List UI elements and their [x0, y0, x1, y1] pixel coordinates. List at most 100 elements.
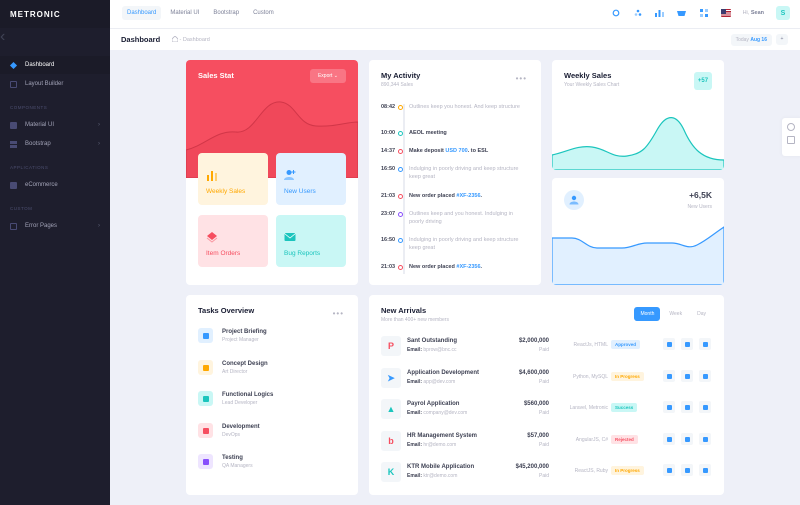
brand-text: METRONIC — [10, 9, 61, 19]
add-user-icon — [284, 170, 296, 180]
header-menu-bootstrap[interactable]: Bootstrap — [213, 10, 240, 16]
task-item[interactable]: Testing QA Managers — [198, 454, 253, 469]
quick-actions-button[interactable]: + — [776, 34, 788, 45]
header-menu-custom[interactable]: Custom — [253, 10, 274, 16]
view-button[interactable] — [663, 338, 675, 350]
sidebar-section-title: COMPONENTS — [10, 105, 48, 110]
language-flag-icon[interactable] — [720, 9, 731, 17]
edit-button[interactable] — [681, 401, 693, 413]
company-logo-icon: b — [381, 431, 401, 451]
activity-card: My Activity 890,344 Sales ••• 08:42 Outli… — [369, 60, 541, 285]
sidebar-item-dashboard[interactable]: Dashboard — [0, 56, 110, 74]
view-button[interactable] — [663, 464, 675, 476]
project-tech: ReactJs, HTML — [573, 342, 608, 348]
timeline-item: 10:00 AEOL meeting — [381, 130, 529, 137]
sidebar-toggle-icon[interactable]: ‹ — [0, 28, 6, 45]
project-name[interactable]: Sant Outstanding — [407, 338, 457, 344]
view-button[interactable] — [663, 433, 675, 445]
date-picker[interactable]: Today Aug 16 — [730, 34, 772, 46]
item-orders-tile[interactable]: Item Orders — [198, 215, 268, 267]
header-menu-material-ui[interactable]: Material UI — [170, 10, 200, 16]
timeline-link[interactable]: #XF-2356 — [456, 263, 481, 270]
cart-icon[interactable] — [677, 8, 687, 18]
delete-icon — [702, 373, 708, 379]
new-users-tile[interactable]: New Users — [276, 153, 346, 205]
bug-reports-tile[interactable]: Bug Reports — [276, 215, 346, 267]
delete-button[interactable] — [699, 433, 711, 445]
timeline-dot-icon — [398, 104, 403, 110]
new-users-label: New Users — [284, 188, 316, 195]
project-name[interactable]: Payrol Application — [407, 401, 460, 407]
project-name[interactable]: KTR Mobile Application — [407, 464, 475, 470]
more-options-icon[interactable]: ••• — [332, 309, 344, 318]
task-item[interactable]: Development DevOps — [198, 423, 260, 438]
export-button[interactable]: Export ⌄ — [309, 69, 346, 83]
task-item[interactable]: Concept Design Art Director — [198, 360, 268, 375]
edit-button[interactable] — [681, 338, 693, 350]
timeline-text: New order placed #XF-2356. — [409, 263, 483, 270]
sidebar-item-error-pages[interactable]: Error Pages › — [0, 217, 110, 235]
timeline-dot-icon — [398, 193, 403, 199]
task-item[interactable]: Project Briefing Project Manager — [198, 328, 267, 343]
project-tech: AngularJS, C# — [575, 437, 608, 443]
timeline-item: 21:03 New order placed #XF-2356. — [381, 264, 529, 271]
task-icon — [198, 454, 213, 469]
apps-icon[interactable] — [699, 8, 709, 18]
sidebar-item-material-ui[interactable]: Material UI › — [0, 116, 110, 134]
delete-button[interactable] — [699, 464, 711, 476]
project-name[interactable]: HR Management System — [407, 433, 478, 439]
timeline-text: Outlines keep you honest. And keep struc… — [409, 103, 520, 110]
timeline-text: Make deposit USD 700. to ESL — [409, 147, 489, 154]
edit-button[interactable] — [681, 464, 693, 476]
delete-button[interactable] — [699, 370, 711, 382]
breadcrumb[interactable]: - Dashboard — [171, 35, 210, 43]
payment-status: Paid — [538, 410, 549, 416]
task-item[interactable]: Functional Logics Lead Developer — [198, 391, 273, 406]
notifications-icon[interactable] — [633, 8, 643, 18]
settings-icon[interactable] — [787, 123, 795, 131]
task-role: Lead Developer — [222, 399, 258, 406]
timeline-link[interactable]: USD 700 — [445, 147, 468, 154]
timeline-time: 14:37 — [381, 148, 396, 154]
timeline-item: 14:37 Make deposit USD 700. to ESL — [381, 148, 529, 155]
user-avatar[interactable]: S — [776, 6, 790, 20]
task-icon — [198, 423, 213, 438]
edit-icon — [684, 373, 690, 379]
header-menu-dashboard[interactable]: Dashboard — [122, 6, 162, 20]
view-button[interactable] — [663, 370, 675, 382]
weekly-sales-tile[interactable]: Weekly Sales — [198, 153, 268, 205]
brand-logo[interactable]: METRONIC — [0, 0, 110, 28]
delete-button[interactable] — [699, 338, 711, 350]
tab-day[interactable]: Day — [697, 311, 706, 317]
sidebar: METRONIC ‹ Dashboard Layout Builder COMPON… — [0, 0, 110, 505]
timeline-dot-icon — [398, 166, 403, 172]
timeline-link[interactable]: #XF-2356 — [456, 192, 481, 199]
search-icon[interactable] — [611, 8, 621, 18]
more-options-icon[interactable]: ••• — [515, 74, 527, 83]
row-actions — [663, 370, 711, 382]
tab-week[interactable]: Week — [669, 311, 683, 317]
weekly-sales-title: Weekly Sales — [564, 71, 612, 80]
tab-month[interactable]: Month — [634, 307, 661, 321]
timeline-item: 16:50 Indulging in poorly driving and kee… — [381, 166, 529, 182]
user-icon — [564, 190, 584, 210]
task-icon — [198, 360, 213, 375]
sidebar-item-ecommerce[interactable]: eCommerce — [0, 176, 110, 194]
user-greeting[interactable]: Hi, Sean — [742, 10, 764, 16]
edit-button[interactable] — [681, 433, 693, 445]
timeline-item: 16:50 Indulging in poorly driving and kee… — [381, 237, 529, 253]
new-users-caption: New Users — [687, 204, 712, 210]
task-role: DevOps — [222, 431, 241, 438]
delete-button[interactable] — [699, 401, 711, 413]
row-actions — [663, 464, 711, 476]
arrivals-subtitle: More than 400+ new members — [381, 317, 449, 323]
sales-stat-card: Sales Stat Export ⌄ Weekly Sales New Use… — [186, 60, 358, 285]
project-name[interactable]: Application Development — [407, 370, 480, 376]
page-title: Dashboard — [121, 35, 161, 44]
view-button[interactable] — [663, 401, 675, 413]
send-icon[interactable] — [787, 136, 795, 144]
chart-icon[interactable] — [655, 8, 665, 18]
edit-button[interactable] — [681, 370, 693, 382]
sidebar-item-bootstrap[interactable]: Bootstrap › — [0, 135, 110, 153]
sidebar-item-layout-builder[interactable]: Layout Builder — [0, 75, 110, 93]
